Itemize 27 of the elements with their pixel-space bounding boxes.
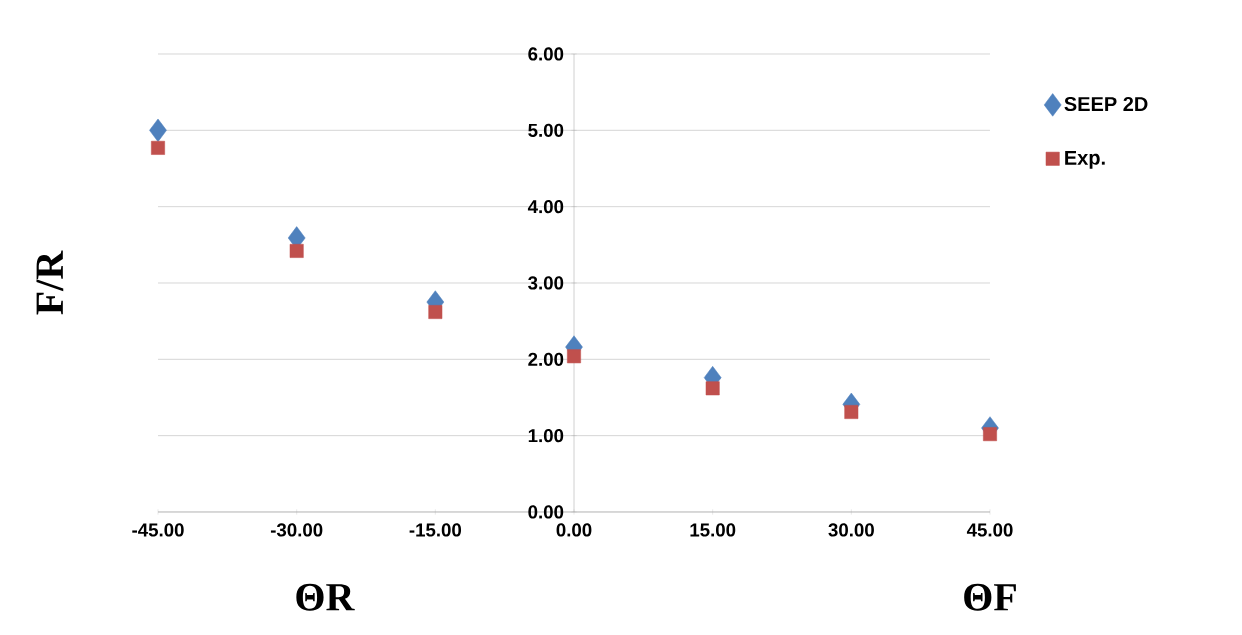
point [705,381,720,396]
point [844,405,859,419]
point [151,140,165,155]
legend-label: SEEP 2D [1064,96,1148,112]
y-tick-label: 5.00 [528,123,564,137]
point [428,305,443,319]
x-tick-label: 15.00 [690,523,736,537]
y-axis-title: F/R [36,250,64,315]
y-tick-label: 6.00 [528,47,564,61]
x-tick-label: 30.00 [828,523,874,537]
text: ΘR [296,583,355,611]
legend-label: Exp. [1065,150,1105,169]
point [149,118,167,142]
y-tick-label: 4.00 [527,200,564,214]
text: ΘF [964,583,1016,611]
y-tick-label: 2.00 [528,352,564,366]
y-tick-label: 0.00 [528,505,564,519]
x-tick-label: 0.00 [556,523,592,537]
y-tick-label: 3.00 [528,276,564,290]
y-tick-label: 1.00 [528,429,564,443]
point [289,244,304,258]
point [567,349,581,364]
x-tick-label: -30.00 [270,523,323,537]
x-tick-label: -15.00 [409,523,462,537]
x-tick-label: 45.00 [966,523,1013,537]
point [983,427,997,442]
x-tick-label: -45.00 [132,523,184,537]
